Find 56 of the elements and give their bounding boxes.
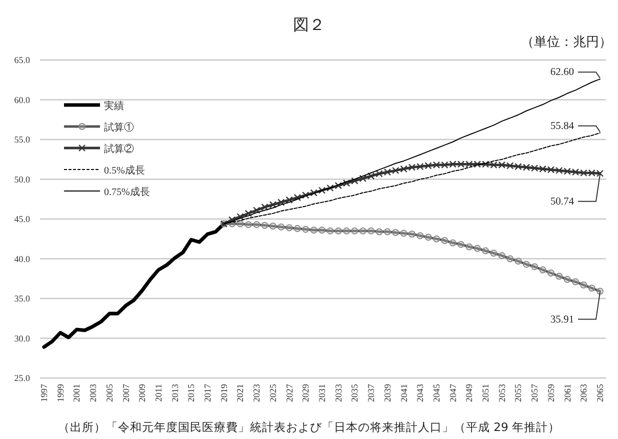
legend-label: 実績	[104, 100, 124, 112]
x-tick-label: 2023	[252, 384, 262, 402]
x-tick-label: 2011	[153, 384, 164, 402]
x-tick-label: 2041	[398, 384, 409, 402]
legend-label: 0.75%成長	[104, 186, 150, 198]
y-tick-label: 60.0	[14, 94, 30, 105]
y-tick-label: 45.0	[14, 214, 30, 224]
x-tick-label: 2031	[317, 384, 327, 402]
x-tick-label: 2001	[72, 384, 82, 402]
x-tick-label: 2035	[350, 384, 360, 402]
x-tick-label: 2005	[104, 384, 114, 402]
annotation: 35.91	[550, 314, 574, 326]
x-tick-label: 2047	[448, 384, 458, 402]
x-tick-label: 2003	[88, 384, 98, 402]
x-tick-label: 2027	[284, 384, 294, 402]
y-tick-label: 50.0	[14, 174, 30, 184]
text: （単位：兆円）	[521, 35, 612, 50]
x-tick-label: 2017	[202, 384, 213, 402]
x-tick-label: 2025	[268, 384, 278, 402]
x-tick-label: 2021	[235, 384, 246, 402]
x-tick-label: 2053	[496, 384, 507, 402]
y-tick-label: 35.0	[14, 294, 30, 304]
x-tick-label: 2019	[218, 384, 229, 402]
x-tick-label: 1997	[39, 384, 49, 402]
annotation: 55.84	[550, 120, 575, 132]
x-tick-label: 2033	[333, 384, 344, 402]
y-tick-label: 65.0	[14, 55, 30, 65]
legend-label: 試算②	[104, 143, 134, 155]
annotation: 50.74	[550, 196, 575, 208]
x-tick-label: 2039	[382, 384, 392, 402]
y-tick-label: 25.0	[14, 373, 30, 383]
y-tick-label: 55.0	[14, 134, 30, 144]
y-tick-label: 30.0	[14, 333, 30, 344]
x-tick-label: 2007	[120, 384, 131, 402]
x-tick-label: 2049	[464, 384, 474, 402]
x-tick-label: 2061	[562, 384, 572, 402]
x-tick-label: 2029	[300, 384, 311, 402]
x-tick-label: 2009	[137, 384, 148, 402]
x-tick-label: 1999	[55, 384, 66, 402]
x-tick-label: 2043	[415, 384, 426, 402]
x-tick-label: 2059	[546, 384, 556, 402]
x-tick-label: 2057	[530, 384, 540, 402]
x-tick-label: 2013	[170, 384, 180, 402]
x-tick-label: 2063	[578, 384, 589, 402]
text: （出所）「令和元年度国民医療費」統計表および「日本の将来推計人口」（平成 29 年推計）	[58, 420, 560, 434]
x-tick-label: 2055	[513, 384, 524, 402]
x-tick-label: 2045	[431, 384, 442, 402]
x-tick-label: 2015	[186, 384, 196, 402]
x-tick-label: 2065	[595, 384, 605, 402]
x-tick-label: 2051	[480, 384, 491, 402]
legend-label: 試算①	[104, 122, 134, 134]
legend-label: 0.5%成長	[104, 164, 145, 176]
y-tick-label: 40.0	[14, 254, 30, 264]
annotation: 62.60	[550, 67, 574, 78]
chart-title: 図２	[293, 15, 325, 34]
x-tick-label: 2037	[366, 384, 376, 402]
